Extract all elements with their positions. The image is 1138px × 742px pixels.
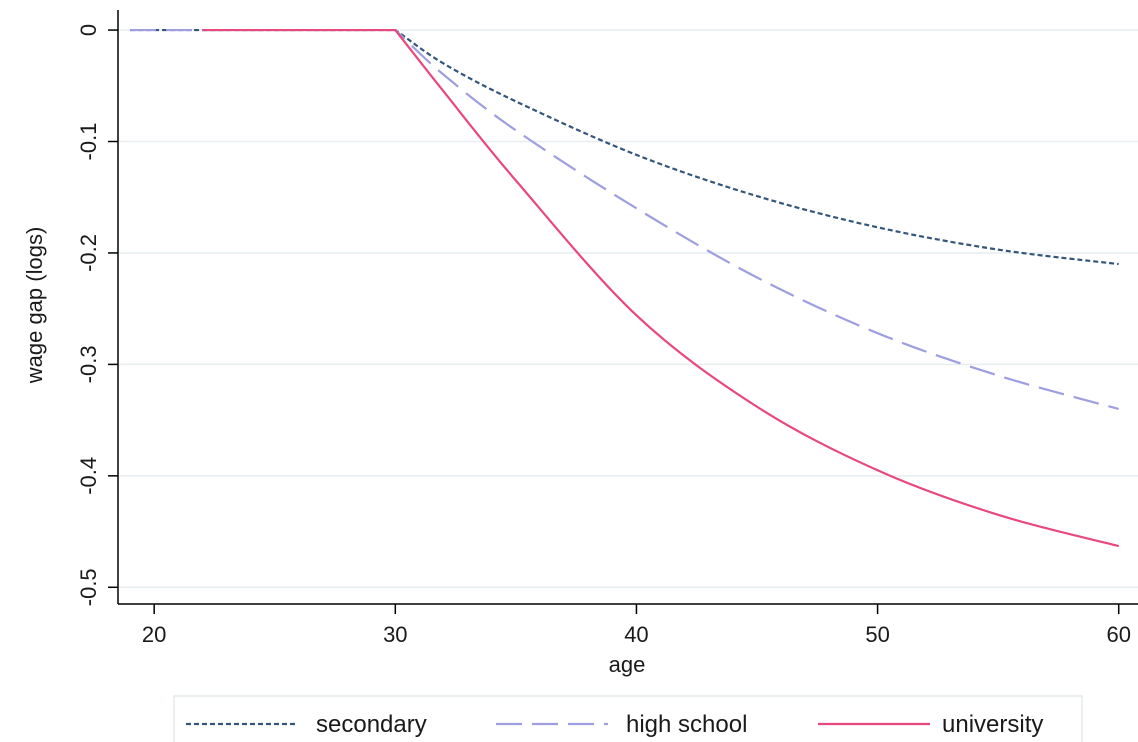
grid-lines bbox=[118, 29, 1138, 589]
legend-label: high school bbox=[626, 711, 747, 738]
series-lines bbox=[130, 28, 1120, 548]
x-tick-label: 30 bbox=[383, 622, 407, 647]
x-tick-label: 40 bbox=[624, 622, 648, 647]
y-tick-label: -0.1 bbox=[76, 123, 101, 161]
series-line-secondary bbox=[130, 28, 1119, 266]
y-tick-label: -0.2 bbox=[76, 234, 101, 272]
series-line-high-school bbox=[130, 28, 1120, 411]
y-axis-title: wage gap (logs) bbox=[22, 227, 47, 385]
legend-label: university bbox=[942, 711, 1043, 738]
series-line-university bbox=[202, 28, 1119, 548]
tick-labels: 0 -0.1 -0.2 -0.3 -0.4 -0.5 20 30 40 50 60 bbox=[76, 24, 1131, 647]
y-tick-label: -0.3 bbox=[76, 345, 101, 383]
legend-label: secondary bbox=[316, 711, 427, 738]
x-axis-title: age bbox=[609, 652, 646, 677]
x-tick-label: 60 bbox=[1106, 622, 1130, 647]
axes bbox=[108, 10, 1138, 614]
legend-box bbox=[173, 695, 1083, 742]
x-tick-label: 50 bbox=[865, 622, 889, 647]
y-tick-label: -0.5 bbox=[76, 568, 101, 606]
legend: secondary high school university bbox=[173, 695, 1083, 742]
x-tick-label: 20 bbox=[142, 622, 166, 647]
y-tick-label: -0.4 bbox=[76, 457, 101, 495]
y-tick-label: 0 bbox=[76, 24, 101, 36]
